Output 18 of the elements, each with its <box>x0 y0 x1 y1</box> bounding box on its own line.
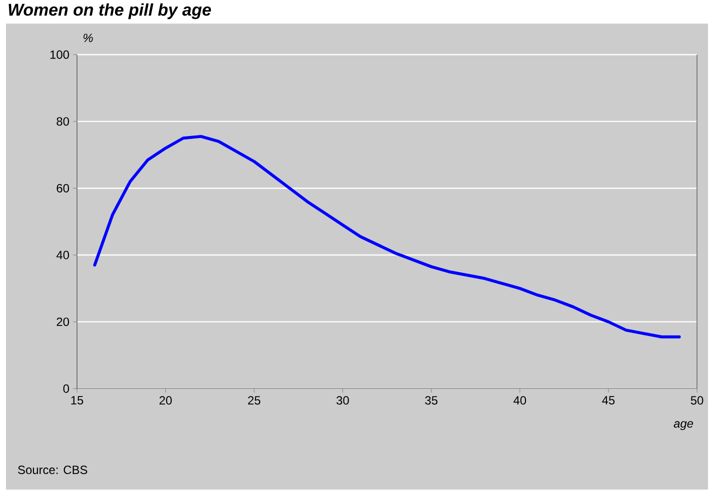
x-tick-label: 50 <box>690 396 704 405</box>
y-axis-title: % <box>84 34 93 42</box>
x-tick-label: 25 <box>248 396 260 405</box>
x-tick-label: 35 <box>425 396 438 405</box>
y-tick-label: 0 <box>63 384 70 394</box>
y-tick-label: 20 <box>56 318 70 326</box>
y-tick-label: 60 <box>56 184 70 193</box>
x-tick-label: 40 <box>514 396 526 405</box>
x-axis-title: age <box>674 421 694 430</box>
chart-title: Women on the pill by age <box>8 4 211 20</box>
x-tick-label: 20 <box>160 396 172 405</box>
y-tick-label: 100 <box>50 50 70 60</box>
source-note: Source: CBS <box>18 466 88 474</box>
x-tick-label: 45 <box>602 396 615 405</box>
y-tick-label: 40 <box>56 250 70 260</box>
x-tick-label: 15 <box>71 396 84 405</box>
y-tick-label: 80 <box>56 117 70 126</box>
x-tick-label: 30 <box>336 396 349 405</box>
